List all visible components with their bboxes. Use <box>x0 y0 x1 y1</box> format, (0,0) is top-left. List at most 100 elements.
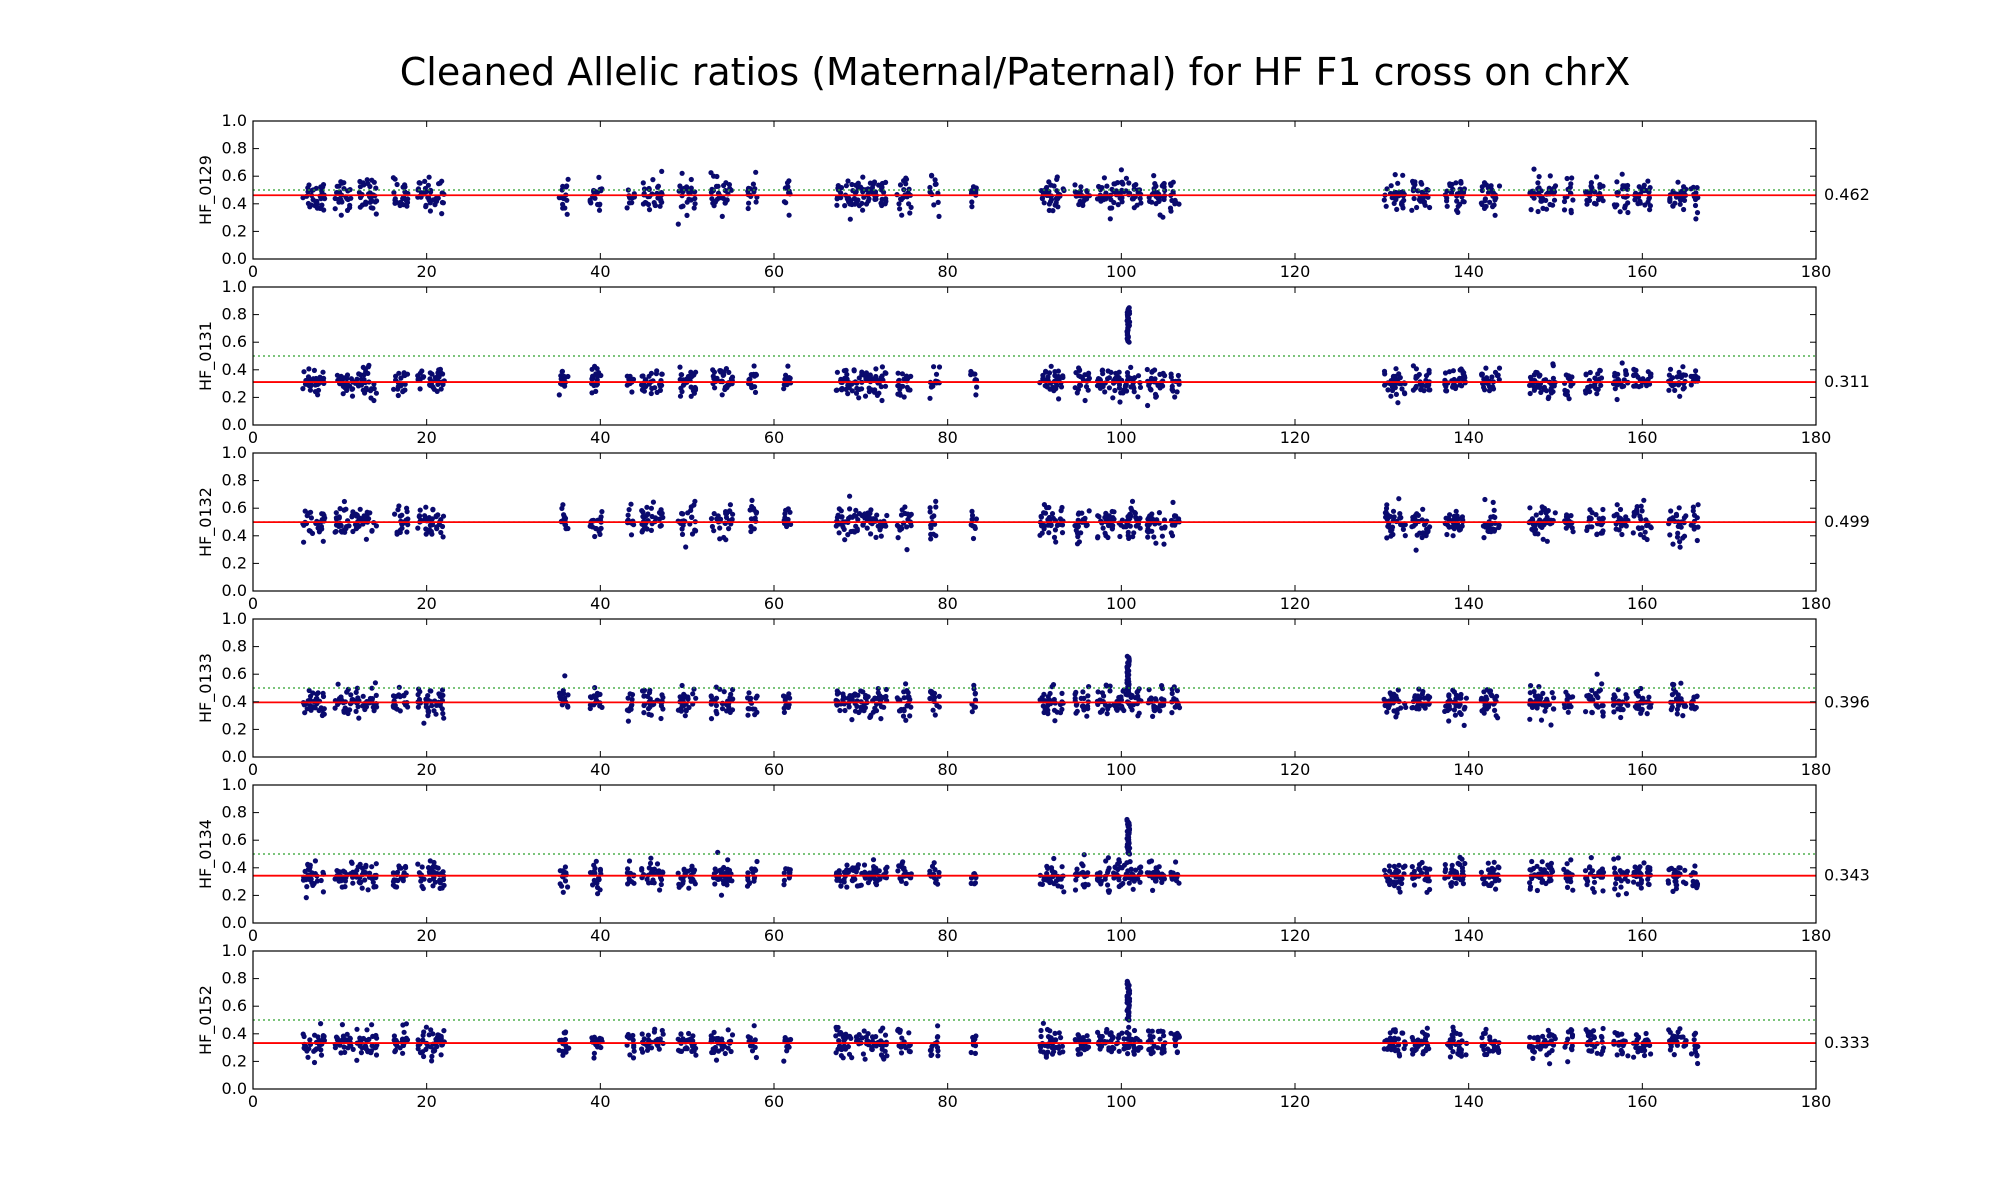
data-point <box>1102 514 1108 521</box>
data-point <box>853 507 859 513</box>
data-point <box>1625 702 1631 708</box>
data-point <box>565 176 571 182</box>
data-point <box>423 1024 429 1030</box>
data-point <box>786 691 792 697</box>
data-point <box>1105 534 1111 541</box>
data-point <box>1670 541 1676 547</box>
data-point <box>1153 540 1159 546</box>
x-tick-label: 180 <box>1801 428 1832 447</box>
data-point <box>338 179 344 185</box>
data-point <box>646 690 653 696</box>
data-point <box>562 1030 568 1036</box>
data-point <box>591 1050 598 1056</box>
data-point <box>1561 198 1568 205</box>
data-point <box>367 510 373 516</box>
data-point <box>1534 863 1540 869</box>
data-point <box>354 1057 360 1063</box>
data-point <box>1677 544 1683 550</box>
data-point <box>1039 881 1045 888</box>
data-point <box>1611 856 1617 862</box>
data-point <box>560 1048 566 1054</box>
data-point <box>415 692 421 698</box>
data-point <box>348 692 354 698</box>
data-point <box>1157 212 1163 218</box>
data-point <box>1675 382 1682 388</box>
data-point <box>1462 860 1468 867</box>
data-point <box>1669 704 1675 710</box>
data-point <box>936 869 942 876</box>
data-point <box>639 1031 645 1037</box>
y-tick-label: 0.6 <box>222 498 247 517</box>
x-tick-label: 40 <box>590 760 610 779</box>
data-point <box>860 174 866 180</box>
data-point <box>933 498 939 504</box>
data-point <box>1072 691 1078 697</box>
data-point <box>565 704 571 710</box>
data-point <box>362 864 369 870</box>
data-point <box>643 377 649 383</box>
data-point <box>688 176 694 183</box>
data-point <box>1416 686 1422 692</box>
data-point <box>1422 705 1428 711</box>
data-point <box>1645 881 1651 887</box>
data-point <box>639 867 645 873</box>
data-point <box>1539 198 1545 204</box>
data-point <box>1081 852 1087 858</box>
data-point <box>1452 385 1459 392</box>
data-point <box>746 690 752 696</box>
data-point <box>786 178 792 184</box>
data-point <box>864 525 870 531</box>
data-point <box>1459 368 1465 374</box>
data-point <box>419 883 425 890</box>
data-point <box>1598 382 1604 388</box>
data-point <box>305 1054 311 1060</box>
data-point <box>1137 879 1143 885</box>
data-point <box>1487 199 1493 205</box>
data-point <box>683 544 689 550</box>
data-point <box>1039 195 1045 201</box>
data-point <box>932 177 938 183</box>
data-point <box>305 185 311 191</box>
data-point <box>845 869 852 875</box>
data-point <box>1452 522 1458 528</box>
data-point <box>781 877 788 884</box>
data-point <box>1121 687 1127 693</box>
data-point <box>728 187 735 193</box>
data-point <box>1048 182 1054 188</box>
data-point <box>424 696 430 702</box>
data-point <box>591 877 597 884</box>
data-point <box>1444 203 1450 209</box>
data-point <box>1492 212 1498 218</box>
data-point <box>564 211 570 217</box>
data-point <box>873 366 879 372</box>
data-point <box>1487 689 1493 695</box>
data-point <box>1155 869 1161 875</box>
data-point <box>847 216 853 222</box>
mean-value-label: 0.343 <box>1824 866 1870 885</box>
data-point <box>844 371 850 378</box>
data-point <box>1146 382 1152 388</box>
data-point <box>847 514 853 520</box>
data-point <box>1674 374 1680 380</box>
data-point <box>1131 530 1137 536</box>
data-point <box>1422 877 1428 883</box>
data-point <box>752 515 758 521</box>
data-point <box>305 200 311 207</box>
data-point <box>1549 690 1555 696</box>
data-point <box>1647 185 1653 191</box>
data-point <box>1387 881 1393 888</box>
data-point <box>753 510 759 516</box>
data-point <box>708 516 715 522</box>
data-point <box>1480 523 1486 529</box>
data-point <box>591 382 597 389</box>
data-point <box>849 695 855 702</box>
data-point <box>1688 373 1694 379</box>
data-point <box>1598 375 1605 381</box>
data-point <box>931 860 937 866</box>
data-point <box>896 201 902 207</box>
data-point <box>643 200 649 206</box>
data-point <box>1394 206 1400 212</box>
data-point <box>1527 374 1534 380</box>
panels: 0.00.20.40.60.81.00 20 40 60 80 100 120 140 160 1… <box>196 111 1870 1111</box>
data-point <box>628 501 634 507</box>
